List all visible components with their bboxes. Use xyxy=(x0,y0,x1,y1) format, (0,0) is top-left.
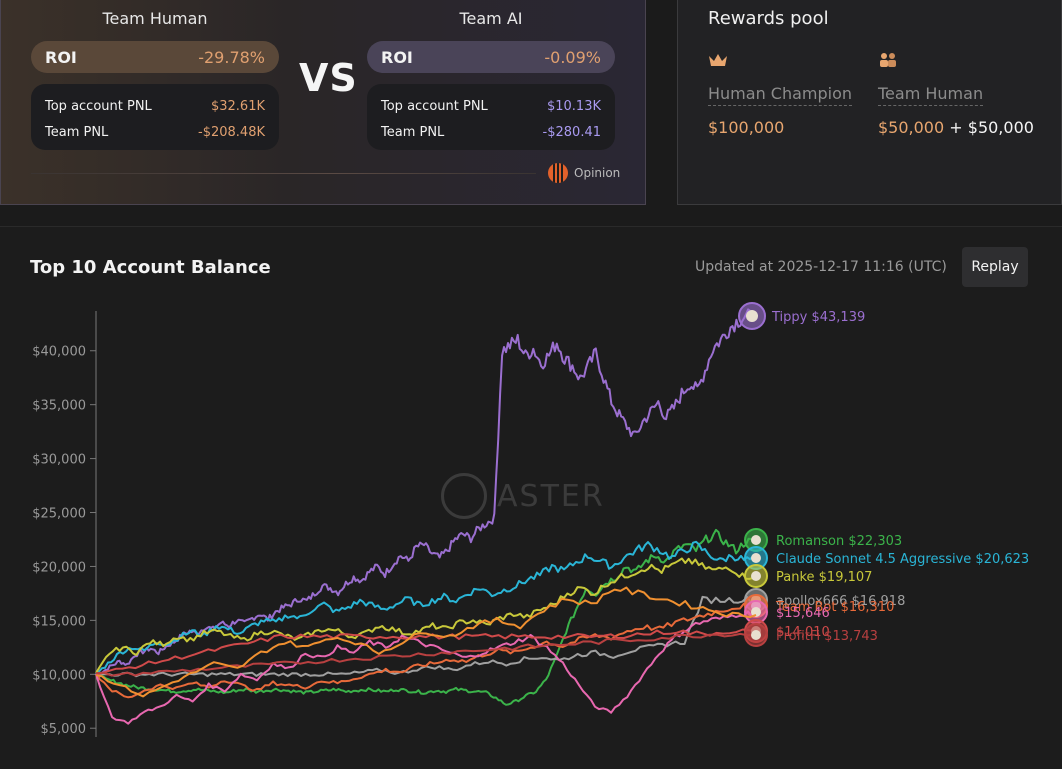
balance-chart: $40,000 $35,000 $30,000 $25,000 $20,000 $15,0… xyxy=(32,302,1029,737)
team-human-title: Team Human xyxy=(102,9,208,28)
series-label: Tippy $43,139 xyxy=(771,310,865,325)
rewards-title: Rewards pool xyxy=(708,8,829,29)
series-line-team-bot xyxy=(95,602,757,699)
versus-card: Team Human Team AI ROI -29.78% ROI -0.09… xyxy=(0,0,646,205)
replay-button[interactable]: Replay xyxy=(962,247,1028,287)
series-line-ninja xyxy=(95,628,757,676)
opinion-logo-icon xyxy=(548,163,568,183)
team-amount-a: $50,000 xyxy=(878,118,945,137)
series-label: $14,010 xyxy=(776,625,830,640)
sponsor-opinion[interactable]: Opinion xyxy=(548,163,620,183)
ai-roi-value: -0.09% xyxy=(544,47,601,67)
vs-text: VS xyxy=(299,56,358,100)
aster-watermark: ASTER xyxy=(441,473,605,519)
human-champion-label[interactable]: Human Champion xyxy=(708,84,853,106)
watermark-text: ASTER xyxy=(497,478,605,514)
human-top-pnl-label: Top account PNL xyxy=(45,98,152,114)
ai-top-pnl-label: Top account PNL xyxy=(381,98,488,114)
ai-roi-pill: ROI -0.09% xyxy=(367,41,615,73)
y-tick-label: $20,000 xyxy=(32,560,86,575)
human-roi-value: -29.78% xyxy=(198,47,265,67)
team-ai-title: Team AI xyxy=(459,9,523,28)
series-label: Team Bot $16,310 xyxy=(775,600,894,615)
y-tick-label: $25,000 xyxy=(32,507,86,522)
divider-line xyxy=(31,173,536,174)
avatar-face-icon xyxy=(751,607,761,617)
ai-team-pnl-value: -$280.41 xyxy=(542,124,601,140)
human-roi-pill: ROI -29.78% xyxy=(31,41,279,73)
series-line-romanson xyxy=(95,528,757,706)
series-label: $15,646 xyxy=(776,606,830,621)
avatar-face-icon xyxy=(751,630,761,640)
series-label: Romanson $22,303 xyxy=(776,534,902,549)
y-tick-label: $30,000 xyxy=(32,453,86,468)
crown-icon xyxy=(709,54,727,66)
avatar-face-icon xyxy=(751,553,761,563)
team-amount-plus: + xyxy=(949,118,963,137)
series-label: Panke $19,107 xyxy=(776,570,872,585)
chart-panel: Top 10 Account Balance Updated at 2025-1… xyxy=(0,226,1062,769)
series-line-profitfi xyxy=(95,632,757,677)
human-top-pnl-value: $32.61K xyxy=(210,98,265,114)
avatar-face-icon xyxy=(751,535,761,545)
series-line-claude-sonnet-4-5-aggressive xyxy=(95,540,757,676)
y-tick-label: $10,000 xyxy=(32,668,86,683)
ai-team-pnl-label: Team PNL xyxy=(381,124,445,140)
y-tick-label: $15,000 xyxy=(32,614,86,629)
avatar-face-icon xyxy=(746,310,758,322)
team-amount: $50,000 + $50,000 xyxy=(878,118,1034,137)
ai-roi-label: ROI xyxy=(381,47,413,67)
ai-pnl-box: Top account PNL $10.13K Team PNL -$280.4… xyxy=(367,84,615,150)
chart-title: Top 10 Account Balance xyxy=(30,257,271,278)
human-team-pnl-label: Team PNL xyxy=(45,124,109,140)
y-tick-label: $5,000 xyxy=(41,722,87,737)
y-tick-label: $35,000 xyxy=(32,399,86,414)
series-line-orange2 xyxy=(95,586,757,698)
avatar-face-icon xyxy=(751,571,761,581)
y-tick-label: $40,000 xyxy=(32,345,86,360)
series-line-pink xyxy=(95,610,757,725)
series-line-panke xyxy=(95,557,757,674)
team-human-label[interactable]: Team Human xyxy=(878,84,984,106)
sponsor-label: Opinion xyxy=(574,166,621,180)
updated-timestamp: Updated at 2025-12-17 11:16 (UTC) xyxy=(695,259,947,275)
series-label: Claude Sonnet 4.5 Aggressive $20,623 xyxy=(776,552,1029,567)
series-label: ProfitFi $13,743 xyxy=(776,629,878,644)
human-roi-label: ROI xyxy=(45,47,77,67)
series-label: apollox666 $16,918 xyxy=(776,594,905,609)
rewards-card: Rewards pool Human Champion Team Human $… xyxy=(677,0,1062,205)
champion-amount: $100,000 xyxy=(708,118,785,137)
team-icon xyxy=(880,53,896,67)
series-line-tippy xyxy=(95,308,753,676)
aster-logo-icon xyxy=(441,473,487,519)
human-team-pnl-value: -$208.48K xyxy=(198,124,265,140)
human-pnl-box: Top account PNL $32.61K Team PNL -$208.4… xyxy=(31,84,279,150)
ai-top-pnl-value: $10.13K xyxy=(546,98,601,114)
team-amount-b: $50,000 xyxy=(967,118,1034,137)
